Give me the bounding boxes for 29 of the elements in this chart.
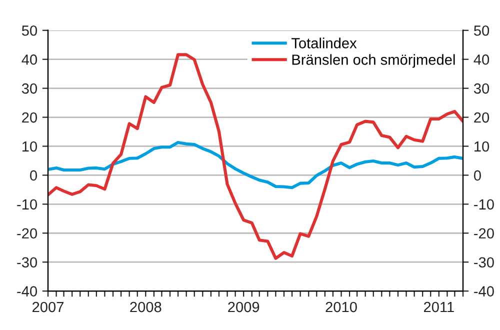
y2-tick-label: 10 bbox=[474, 141, 490, 152]
x-tick-label: 2010 bbox=[326, 302, 357, 312]
y-tick-label: 40 bbox=[22, 54, 38, 65]
y2-tick-label: -10 bbox=[474, 199, 494, 210]
y-tick-label: -30 bbox=[17, 257, 38, 268]
line-series bbox=[48, 140, 463, 190]
y2-tick-label: 40 bbox=[474, 54, 490, 65]
y2-tick-label: 50 bbox=[474, 25, 490, 36]
legend-label: Totalindex bbox=[292, 38, 357, 48]
y2-tick-label: -30 bbox=[474, 257, 494, 268]
y2-tick-label: 0 bbox=[474, 170, 481, 181]
y-tick-label: 10 bbox=[22, 141, 38, 152]
y-tick-label: 30 bbox=[22, 83, 38, 94]
y2-tick-label: -20 bbox=[474, 228, 494, 239]
line-series bbox=[48, 53, 463, 260]
x-tick-label: 2009 bbox=[228, 302, 260, 312]
y-tick-label: -10 bbox=[17, 199, 38, 210]
y-tick-label: -20 bbox=[17, 228, 38, 239]
y2-tick-label: 30 bbox=[474, 83, 490, 94]
x-tick-label: 2011 bbox=[424, 302, 454, 312]
y2-tick-label: -40 bbox=[474, 286, 494, 296]
y2-tick-label: 20 bbox=[474, 112, 490, 123]
y-tick-label: 20 bbox=[22, 112, 38, 123]
y-tick-label: -40 bbox=[17, 286, 38, 296]
x-tick-label: 2008 bbox=[130, 302, 162, 312]
y-tick-label: 50 bbox=[22, 25, 38, 36]
x-tick-label: 2007 bbox=[32, 302, 64, 312]
legend-label: Bränslen och smörjmedel bbox=[292, 54, 455, 68]
y-tick-label: 0 bbox=[30, 170, 38, 181]
